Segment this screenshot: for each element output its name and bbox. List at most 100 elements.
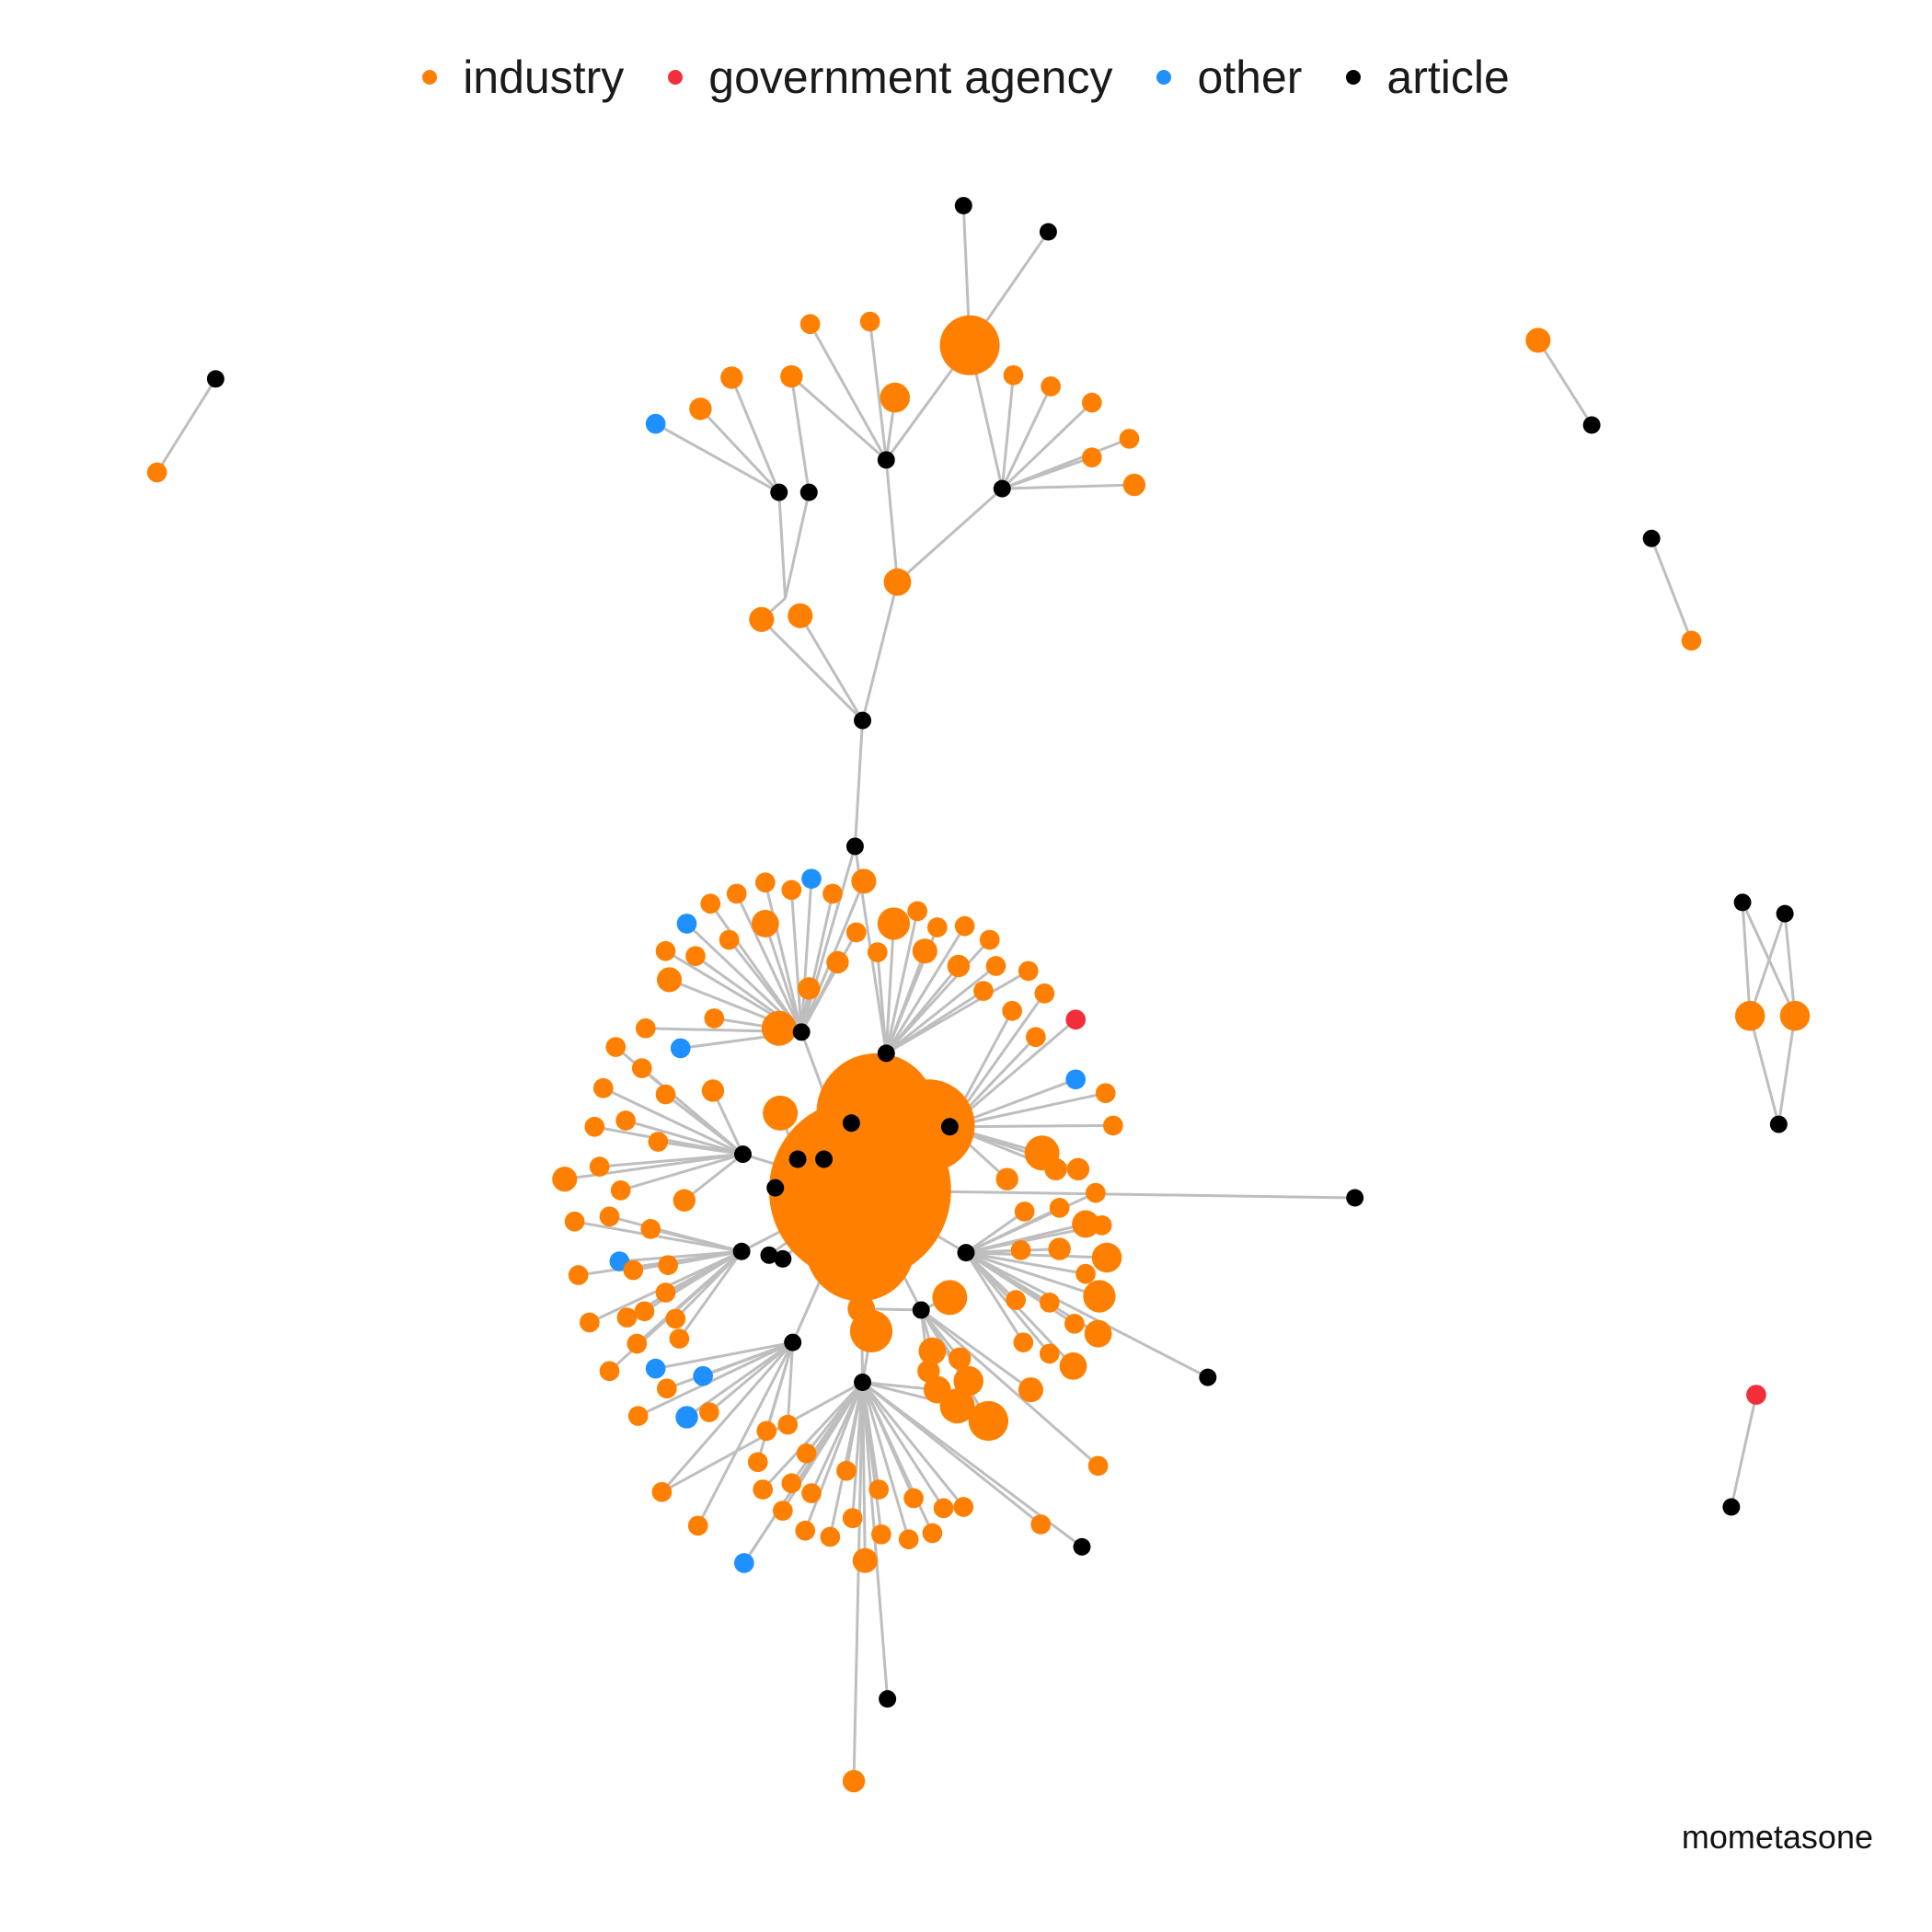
node-industry xyxy=(1066,1157,1090,1181)
node-industry xyxy=(1083,1280,1116,1313)
node-industry xyxy=(842,1508,863,1529)
legend-label-industry: industry xyxy=(463,52,625,103)
node-industry xyxy=(673,1189,696,1212)
node-industry xyxy=(850,1309,893,1352)
node-industry xyxy=(979,929,1000,950)
graph-edge xyxy=(735,892,803,1033)
node-other xyxy=(670,1038,691,1059)
graph-edge xyxy=(1000,374,1015,489)
node-industry xyxy=(918,1337,947,1365)
node-article xyxy=(770,483,788,501)
node-industry xyxy=(773,1501,793,1521)
node-industry xyxy=(1064,1314,1085,1334)
node-industry xyxy=(1103,1115,1123,1136)
node-other xyxy=(801,868,822,890)
node-article xyxy=(957,1244,975,1262)
node-industry xyxy=(592,1077,614,1098)
node-industry xyxy=(1018,1377,1044,1403)
graph-edge xyxy=(1748,1015,1780,1125)
graph-edge xyxy=(884,950,926,1054)
graph-edge xyxy=(784,491,811,599)
node-industry xyxy=(985,956,1006,976)
graph-edge xyxy=(828,1382,865,1537)
node-industry xyxy=(599,1206,620,1227)
node-industry xyxy=(615,1110,636,1131)
node-industry xyxy=(1041,376,1061,397)
graph-edge xyxy=(853,720,865,847)
node-industry xyxy=(927,917,948,937)
node-industry xyxy=(701,1079,725,1102)
node-industry xyxy=(953,1365,983,1397)
node-industry xyxy=(726,883,747,904)
node-other xyxy=(693,1365,713,1386)
node-industry xyxy=(845,922,867,943)
node-industry xyxy=(880,382,911,413)
node-industry xyxy=(795,1520,816,1541)
legend-label-article: article xyxy=(1386,52,1510,103)
graph-edge xyxy=(764,881,803,1033)
node-industry xyxy=(627,1406,649,1426)
node-government-agency xyxy=(1746,1385,1766,1405)
node-industry xyxy=(635,1018,656,1039)
graph-edge xyxy=(861,581,899,721)
node-industry xyxy=(912,938,937,964)
node-article xyxy=(912,1301,930,1319)
node-industry xyxy=(953,1497,974,1517)
graph-edge xyxy=(777,492,788,599)
graph-edge xyxy=(920,1308,1099,1467)
node-other xyxy=(675,1406,698,1429)
node-industry xyxy=(719,929,740,950)
graph-edge xyxy=(574,1220,742,1253)
node-industry xyxy=(1018,960,1039,982)
node-industry xyxy=(877,907,911,940)
node-industry xyxy=(1119,429,1140,449)
graph-edge xyxy=(683,1153,744,1202)
node-industry xyxy=(939,1388,975,1424)
node-industry xyxy=(657,967,683,993)
graph-edge xyxy=(1650,537,1693,641)
legend-dot-other xyxy=(1156,70,1172,85)
node-industry xyxy=(1072,1210,1099,1238)
graph-edge xyxy=(965,1251,1100,1298)
node-industry xyxy=(665,1308,686,1329)
node-industry xyxy=(657,1378,677,1399)
node-article xyxy=(732,1242,751,1260)
graph-edge xyxy=(1748,913,1787,1017)
node-industry xyxy=(1734,1000,1765,1031)
graph-edge xyxy=(742,1381,864,1564)
node-industry xyxy=(871,1524,891,1545)
node-industry xyxy=(1525,328,1551,353)
node-industry xyxy=(1049,1198,1070,1218)
node-industry xyxy=(1086,1182,1106,1203)
node-industry xyxy=(949,1347,972,1370)
graph-edge xyxy=(730,376,781,493)
node-industry xyxy=(1013,1332,1034,1352)
graph-edge xyxy=(809,323,888,461)
graph-edge xyxy=(155,378,217,474)
node-article xyxy=(854,711,872,730)
node-industry xyxy=(627,1333,648,1354)
node-industry xyxy=(947,954,971,978)
node-article xyxy=(815,1150,834,1168)
graph-edge xyxy=(803,1381,864,1532)
node-article xyxy=(206,370,224,388)
graph-edge xyxy=(884,459,899,582)
graph-edge xyxy=(1001,401,1093,490)
node-government-agency xyxy=(1065,1009,1087,1030)
graph-edge xyxy=(654,422,780,494)
node-industry xyxy=(939,315,1000,375)
node-industry xyxy=(589,1156,610,1177)
graph-edge xyxy=(884,923,895,1053)
node-industry xyxy=(1122,473,1146,497)
node-industry xyxy=(788,603,813,628)
node-industry xyxy=(599,1361,620,1382)
graph-edge xyxy=(965,1251,1108,1259)
graph-caption: mometasone xyxy=(1681,1818,1873,1856)
node-industry xyxy=(801,1483,822,1503)
graph-edge xyxy=(965,1206,1061,1254)
node-industry xyxy=(1006,1290,1027,1310)
legend-label-government-agency: government agency xyxy=(708,52,1113,103)
legend-item-government-agency: government agency xyxy=(668,51,1112,104)
legend-dot-industry xyxy=(422,70,438,85)
